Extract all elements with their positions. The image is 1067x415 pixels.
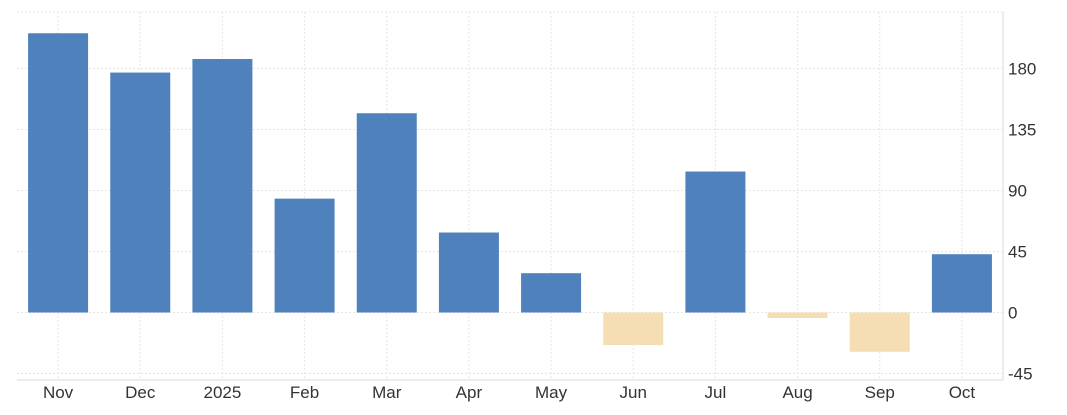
- x-tick-label: Jul: [705, 383, 727, 402]
- y-tick-label: 0: [1008, 304, 1017, 323]
- x-tick-label: Jun: [620, 383, 647, 402]
- bar-2025[interactable]: [192, 59, 253, 313]
- y-tick-label: 135: [1008, 121, 1036, 140]
- x-tick-label: Feb: [290, 383, 319, 402]
- bar-feb[interactable]: [274, 198, 335, 313]
- x-tick-label: Sep: [865, 383, 895, 402]
- y-tick-label: 45: [1008, 243, 1027, 262]
- x-tick-label: Nov: [43, 383, 74, 402]
- x-tick-label: 2025: [204, 383, 242, 402]
- x-tick-label: Mar: [372, 383, 402, 402]
- bar-sep[interactable]: [849, 312, 910, 352]
- bar-aug[interactable]: [767, 312, 828, 318]
- bar-apr[interactable]: [438, 232, 499, 313]
- bars: [28, 33, 992, 352]
- y-tick-label: 90: [1008, 182, 1027, 201]
- x-tick-label: Apr: [456, 383, 483, 402]
- y-axis: -45 0 45 90 135 180: [1008, 60, 1036, 384]
- y-tick-label: 180: [1008, 60, 1036, 79]
- bar-dec[interactable]: [110, 72, 171, 313]
- x-axis: Nov Dec 2025 Feb Mar Apr May Jun Jul Aug Sep Oct: [43, 383, 975, 402]
- x-tick-label: Dec: [125, 383, 156, 402]
- bar-nov[interactable]: [28, 33, 89, 313]
- x-tick-label: Oct: [949, 383, 976, 402]
- x-tick-label: Aug: [782, 383, 812, 402]
- bar-jul[interactable]: [685, 171, 746, 313]
- x-tick-label: May: [535, 383, 568, 402]
- bar-may[interactable]: [521, 273, 582, 313]
- bar-mar[interactable]: [356, 113, 417, 313]
- bar-jun[interactable]: [603, 312, 664, 346]
- bar-oct[interactable]: [931, 254, 992, 313]
- y-tick-label: -45: [1008, 365, 1033, 384]
